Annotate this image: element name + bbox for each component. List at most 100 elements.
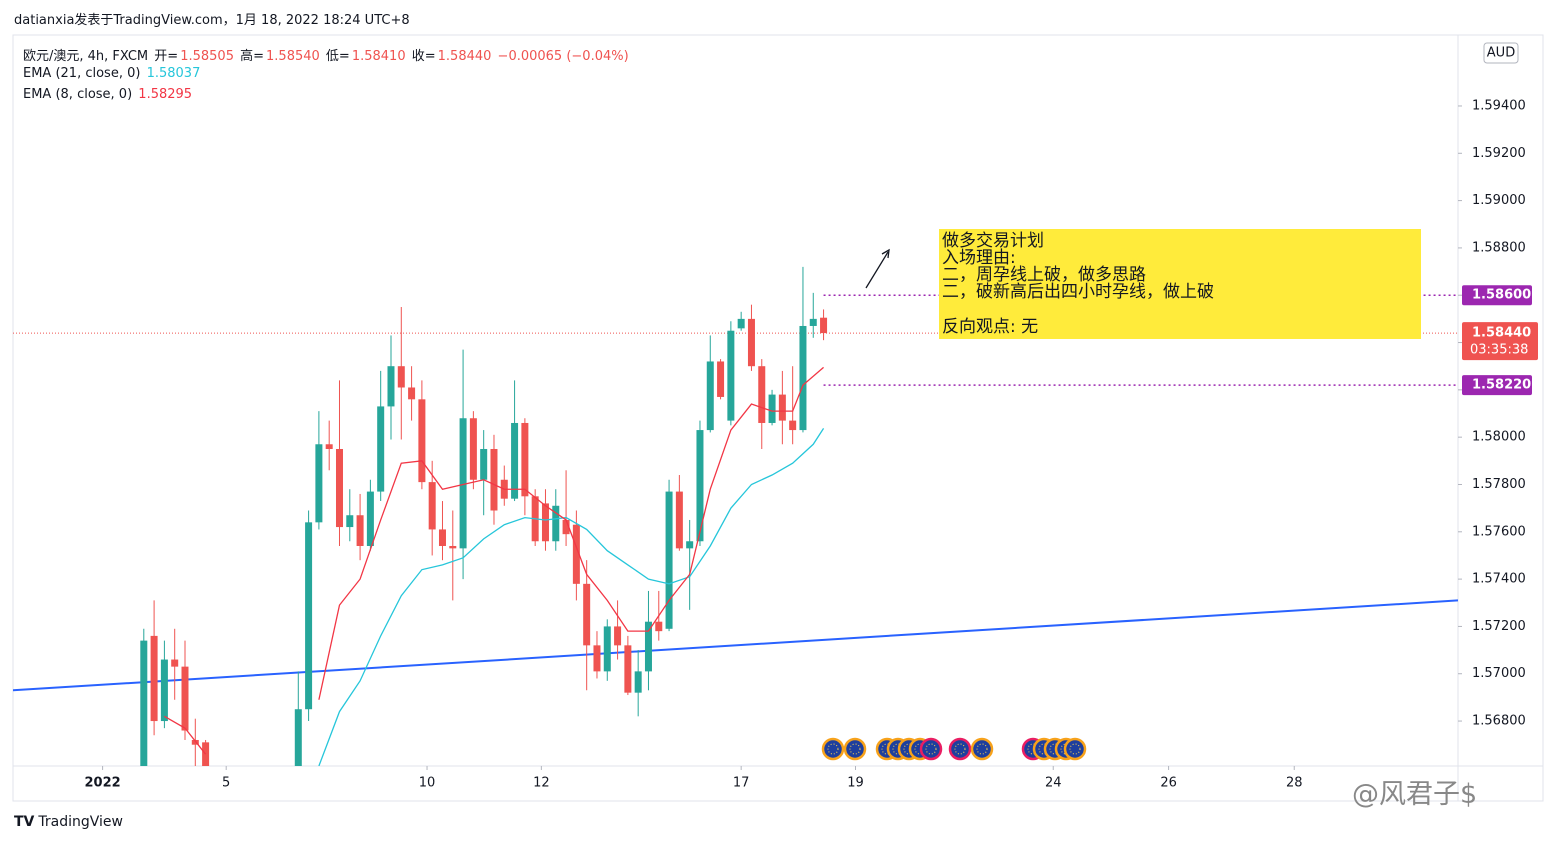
candle-body (490, 448, 498, 511)
event-icon (843, 737, 867, 761)
ema-line (164, 366, 824, 755)
candle-body (294, 709, 302, 766)
candle-body (614, 626, 622, 646)
event-icon-dots (954, 743, 966, 755)
ohlc-label: 低= (325, 49, 350, 64)
event-icon (821, 737, 845, 761)
x-tick-label: 17 (733, 776, 750, 791)
y-tick-label: 1.59200 (1472, 146, 1526, 161)
change: −0.00065 (−0.04%) (497, 49, 629, 64)
ohlc-label: 收= (411, 49, 436, 64)
candle-body (655, 621, 663, 632)
annotation-line: 反向观点: 无 (942, 317, 1038, 337)
annotation-line: 二，周孕线上破，做多思路 (942, 265, 1146, 285)
x-tick-label: 26 (1160, 776, 1177, 791)
candle-body (428, 482, 436, 530)
y-tick-label: 1.57200 (1472, 619, 1526, 634)
candle-body (624, 645, 632, 693)
currency-box (1483, 42, 1519, 64)
candle-body (335, 448, 343, 528)
axes: 1.56800 1.57000 1.57200 1.57400 1.57600 1.578… (85, 98, 1538, 791)
legend-value: 1.58295 (138, 87, 193, 102)
candle-body (397, 366, 405, 388)
candle-body (686, 541, 694, 549)
legend-ohlc: 欧元/澳元, 4h, FXCM 开= 1.58505 高= 1.58540 低= 1.… (23, 45, 631, 64)
candle-body (521, 422, 529, 497)
candle-body (511, 422, 519, 499)
event-icon-dots (827, 743, 839, 755)
candle-body (387, 366, 395, 407)
event-icon (948, 737, 972, 761)
candle-body (737, 318, 745, 329)
price-label: 1.58220 (1472, 378, 1531, 393)
x-tick-label: 12 (533, 776, 550, 791)
candle-body (634, 671, 642, 693)
candle-body (315, 444, 323, 523)
legend-name: EMA (8, close, 0) (23, 87, 133, 102)
candle-body (727, 330, 735, 421)
candle-body (140, 640, 148, 766)
candle-body (717, 361, 725, 397)
x-tick-label: 10 (419, 776, 436, 791)
y-tick-label: 1.57400 (1472, 572, 1526, 587)
x-tick-label: 19 (847, 776, 864, 791)
candle-body (418, 399, 426, 483)
ohlc-value: 1.58540 (266, 49, 320, 64)
candle-body (799, 325, 807, 431)
symbol: 欧元/澳元, 4h, FXCM (23, 49, 149, 64)
ohlc-value: 1.58440 (437, 49, 492, 64)
ohlc-label: 开= (154, 49, 179, 64)
y-tick-label: 1.58000 (1472, 430, 1526, 445)
ema-line (318, 428, 825, 766)
candle-body (706, 361, 714, 431)
price-label-box (1462, 375, 1532, 396)
price-label: 1.58600 (1472, 288, 1531, 303)
candle-body (747, 318, 755, 367)
candle-body (778, 394, 786, 421)
event-icon-dots (849, 743, 861, 755)
candle-body (305, 522, 313, 710)
candle-body (346, 515, 354, 528)
currency: AUD (1487, 46, 1515, 61)
y-tick-label: 1.57800 (1472, 477, 1526, 492)
author-line: datianxia发表于TradingView.com，1月 18, 2022 … (14, 13, 410, 28)
candle-body (160, 659, 168, 722)
candle-body (583, 583, 591, 646)
legend-value: 1.58037 (146, 66, 201, 81)
event-icon-dots (925, 743, 937, 755)
candle-body (768, 394, 776, 423)
candle-body (758, 366, 766, 423)
event-icon (1063, 737, 1087, 761)
legend-ema: EMA (21, close, 0) 1.58037 (23, 66, 202, 81)
annotation-line: 入场理由: (942, 248, 1016, 268)
x-tick-label: 2022 (85, 776, 121, 791)
annotation-box (939, 229, 1421, 339)
ohlc-value: 1.58410 (351, 49, 406, 64)
y-tick-label: 1.59400 (1472, 98, 1526, 113)
candle-body (191, 739, 199, 745)
candle-body (572, 524, 580, 584)
ohlc-value: 1.58505 (180, 49, 234, 64)
logo: TV TradingView (14, 814, 123, 830)
last-price-box (1462, 322, 1538, 361)
candle-body (541, 503, 549, 542)
y-tick-label: 1.57000 (1472, 666, 1526, 681)
candle-body (552, 505, 560, 542)
candle-body (377, 406, 385, 492)
countdown: 03:35:38 (1470, 343, 1528, 358)
watermark: @风君子$ (1352, 779, 1478, 810)
candle-body (809, 318, 817, 326)
candle-body (696, 430, 704, 542)
candle-body (449, 545, 457, 549)
candle-body (593, 645, 601, 672)
candle-body (150, 635, 158, 722)
candle-body (181, 666, 189, 731)
price-label-box (1462, 285, 1532, 306)
logo-text: TradingView (38, 814, 123, 830)
annotation-line: 二，破新高后出四小时孕线，做上破 (942, 282, 1214, 302)
y-tick-label: 1.58800 (1472, 240, 1526, 255)
plot-area (13, 266, 1458, 766)
candle-body (644, 621, 652, 672)
